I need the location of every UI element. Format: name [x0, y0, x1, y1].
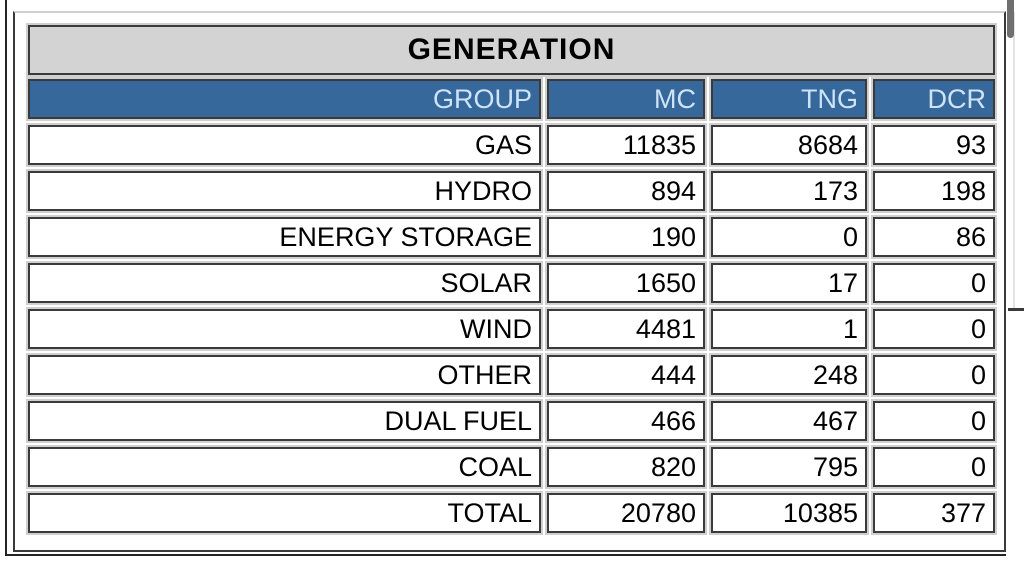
group-label-cell: GAS — [26, 123, 543, 167]
tng-value-cell: 8684 — [709, 123, 869, 167]
dcr-value-cell: 93 — [871, 123, 997, 167]
column-header-mc: MC — [545, 77, 707, 121]
mc-value-cell: 4481 — [545, 307, 707, 351]
scrollbar-thumb[interactable] — [1007, 0, 1014, 38]
dcr-value-cell: 0 — [871, 399, 997, 443]
group-label-cell: ENERGY STORAGE — [26, 215, 543, 259]
mc-value-cell: 444 — [545, 353, 707, 397]
group-label-cell: TOTAL — [26, 491, 543, 535]
table-row-other: OTHER 444 248 0 — [26, 353, 997, 397]
tng-value-cell: 467 — [709, 399, 869, 443]
dcr-value-cell: 198 — [871, 169, 997, 213]
mc-value-cell: 20780 — [545, 491, 707, 535]
group-label-cell: DUAL FUEL — [26, 399, 543, 443]
table-row-wind: WIND 4481 1 0 — [26, 307, 997, 351]
dcr-value-cell: 377 — [871, 491, 997, 535]
outer-frame — [5, 0, 1006, 556]
mc-value-cell: 466 — [545, 399, 707, 443]
table-row-gas: GAS 11835 8684 93 — [26, 123, 997, 167]
tng-value-cell: 173 — [709, 169, 869, 213]
tng-value-cell: 1 — [709, 307, 869, 351]
table-row-solar: SOLAR 1650 17 0 — [26, 261, 997, 305]
dcr-value-cell: 0 — [871, 353, 997, 397]
tng-value-cell: 248 — [709, 353, 869, 397]
dcr-value-cell: 0 — [871, 445, 997, 489]
mc-value-cell: 1650 — [545, 261, 707, 305]
column-header-tng: TNG — [709, 77, 869, 121]
group-label-cell: OTHER — [26, 353, 543, 397]
table-row-dual-fuel: DUAL FUEL 466 467 0 — [26, 399, 997, 443]
tng-value-cell: 795 — [709, 445, 869, 489]
tng-value-cell: 0 — [709, 215, 869, 259]
dcr-value-cell: 0 — [871, 307, 997, 351]
group-label-cell: WIND — [26, 307, 543, 351]
dcr-value-cell: 0 — [871, 261, 997, 305]
dcr-value-cell: 86 — [871, 215, 997, 259]
group-label-cell: HYDRO — [26, 169, 543, 213]
tng-value-cell: 10385 — [709, 491, 869, 535]
table-row-coal: COAL 820 795 0 — [26, 445, 997, 489]
table-row-energy-storage: ENERGY STORAGE 190 0 86 — [26, 215, 997, 259]
table-row-hydro: HYDRO 894 173 198 — [26, 169, 997, 213]
mc-value-cell: 190 — [545, 215, 707, 259]
mc-value-cell: 820 — [545, 445, 707, 489]
column-header-group: GROUP — [26, 77, 543, 121]
generation-table: GENERATION GROUP MC TNG DCR GAS 11835 86… — [13, 11, 1006, 552]
scrollbar-track[interactable] — [1013, 12, 1015, 308]
partial-element-dash — [1008, 308, 1024, 311]
group-label-cell: COAL — [26, 445, 543, 489]
tng-value-cell: 17 — [709, 261, 869, 305]
table-title: GENERATION — [26, 23, 997, 77]
table-header-row: GROUP MC TNG DCR — [26, 77, 997, 121]
group-label-cell: SOLAR — [26, 261, 543, 305]
column-header-dcr: DCR — [871, 77, 997, 121]
mc-value-cell: 894 — [545, 169, 707, 213]
mc-value-cell: 11835 — [545, 123, 707, 167]
table-row-total: TOTAL 20780 10385 377 — [26, 491, 997, 535]
